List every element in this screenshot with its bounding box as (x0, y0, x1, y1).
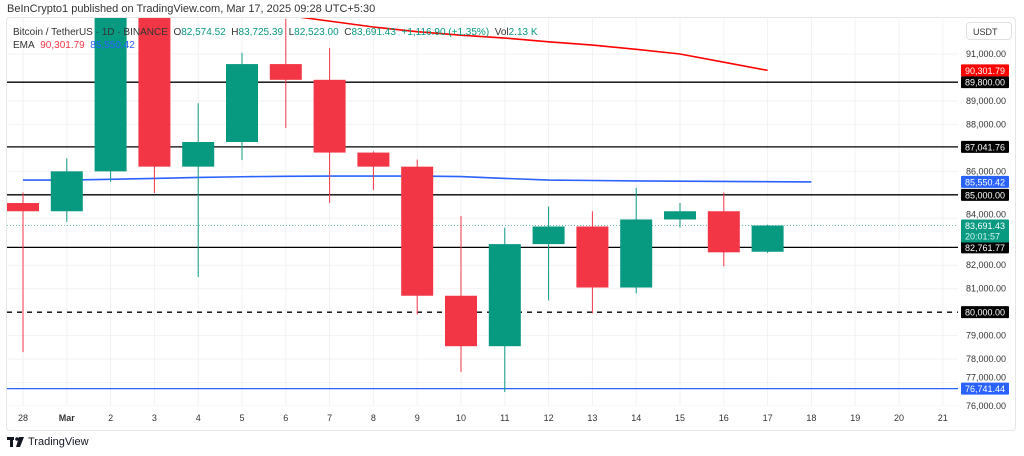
ema-fast-badge: 85,550.42 (965, 177, 1005, 187)
ema-fast-value: 85,550.42 (90, 40, 135, 51)
candle-body (445, 295, 477, 347)
date-tick: 17 (763, 413, 773, 423)
candle-body (7, 203, 39, 212)
level-badge-bg (961, 306, 1009, 319)
date-tick: 28 (18, 413, 28, 423)
date-tick: 9 (415, 413, 420, 423)
level-badge-bg (961, 140, 1009, 153)
date-tick: 12 (544, 413, 554, 423)
level-badge: 87,041.76 (965, 142, 1005, 152)
symbol-label[interactable]: Bitcoin / TetherUS · 1D · BINANCE (13, 27, 168, 38)
date-tick: 13 (587, 413, 597, 423)
price-tick: 86,000.00 (966, 166, 1006, 176)
date-tick: 21 (938, 413, 948, 423)
high-label: H (231, 27, 239, 38)
date-tick: 7 (327, 413, 332, 423)
close-label: C (344, 27, 352, 38)
publish-info: BeInCrypto1 published on TradingView.com… (7, 3, 376, 15)
ema-slow-badge-bg (961, 64, 1009, 77)
low-value: 82,523.00 (294, 27, 339, 38)
date-tick: 5 (239, 413, 244, 423)
candle-body (138, 18, 171, 167)
level-badge-bg (961, 76, 1009, 89)
date-tick: 18 (806, 413, 816, 423)
date-tick: 19 (850, 413, 860, 423)
level-badge: 82,761.77 (965, 243, 1005, 253)
candle-body (357, 152, 390, 167)
change-value: +1,116.90 (+1.35%) (401, 27, 490, 38)
candle-body (226, 64, 258, 143)
price-tick: 77,000.00 (966, 373, 1006, 383)
open-label: O (173, 27, 182, 38)
currency-button[interactable]: USDT (966, 22, 1012, 40)
date-tick: 8 (371, 413, 376, 423)
level-badge: 76,741.44 (965, 384, 1005, 394)
date-tick: 3 (152, 413, 157, 423)
plot-area (7, 18, 958, 406)
date-tick: 6 (283, 413, 288, 423)
candle-body (94, 18, 127, 172)
ema-slow-line (300, 18, 768, 72)
date-tick: 2 (108, 413, 113, 423)
level-badge-bg (961, 241, 1009, 254)
candle-body (664, 211, 696, 220)
countdown-label: 20:01:57 (965, 232, 1000, 242)
price-tick: 89,000.00 (966, 96, 1006, 106)
ema-label[interactable]: EMA (13, 40, 35, 51)
last-price-badge-bg (961, 219, 1009, 243)
level-badge: 85,000.00 (965, 190, 1005, 200)
ema-fast-badge-bg (961, 175, 1009, 188)
close-value: 83,691.43 (351, 27, 396, 38)
date-tick: 11 (500, 413, 509, 423)
candle-body (751, 225, 784, 252)
candle-body (269, 64, 302, 80)
date-tick: Mar (59, 413, 76, 423)
candle-body (313, 79, 346, 153)
price-tick: 81,000.00 (966, 284, 1006, 294)
date-tick: 15 (675, 413, 685, 423)
candle-body (620, 219, 653, 288)
candle-body (488, 244, 521, 347)
vol-value: 2.13 K (508, 27, 538, 38)
candle-body (707, 211, 740, 253)
vol-label: Vol (494, 27, 509, 38)
date-tick: 10 (456, 413, 466, 423)
level-badge-bg (961, 382, 1009, 395)
candle-body (50, 171, 83, 212)
price-tick: 84,000.00 (966, 209, 1006, 219)
brand-text: TradingView (28, 436, 89, 448)
price-tick: 76,000.00 (966, 401, 1006, 411)
chart-legend: Bitcoin / TetherUS · 1D · BINANCE O82,57… (13, 26, 538, 52)
tradingview-logo-icon (7, 437, 24, 447)
low-label: L (288, 27, 295, 38)
price-tick: 82,000.00 (966, 260, 1006, 270)
price-tick: 91,000.00 (966, 49, 1006, 59)
last-price-badge: 83,691.43 (965, 221, 1005, 231)
date-tick: 16 (719, 413, 729, 423)
price-tick: 88,000.00 (966, 119, 1006, 129)
tradingview-logo: TradingView (7, 436, 89, 448)
price-tick: 79,000.00 (966, 331, 1006, 341)
level-badge-bg (961, 188, 1009, 201)
candle-body (401, 166, 434, 296)
ema-slow-value: 90,301.79 (40, 40, 85, 51)
date-tick: 14 (631, 413, 641, 423)
date-tick: 4 (196, 413, 201, 423)
level-badge: 89,800.00 (965, 78, 1005, 88)
candle-body (532, 226, 565, 245)
high-value: 83,725.39 (238, 27, 284, 38)
candle-body (182, 142, 215, 167)
date-tick: 20 (894, 413, 904, 423)
price-tick: 78,000.00 (966, 354, 1006, 364)
open-value: 82,574.52 (181, 27, 226, 38)
level-badge: 80,000.00 (965, 308, 1005, 318)
ema-slow-badge: 90,301.79 (965, 66, 1005, 76)
chart-frame (6, 17, 1016, 431)
candle-body (576, 226, 609, 288)
